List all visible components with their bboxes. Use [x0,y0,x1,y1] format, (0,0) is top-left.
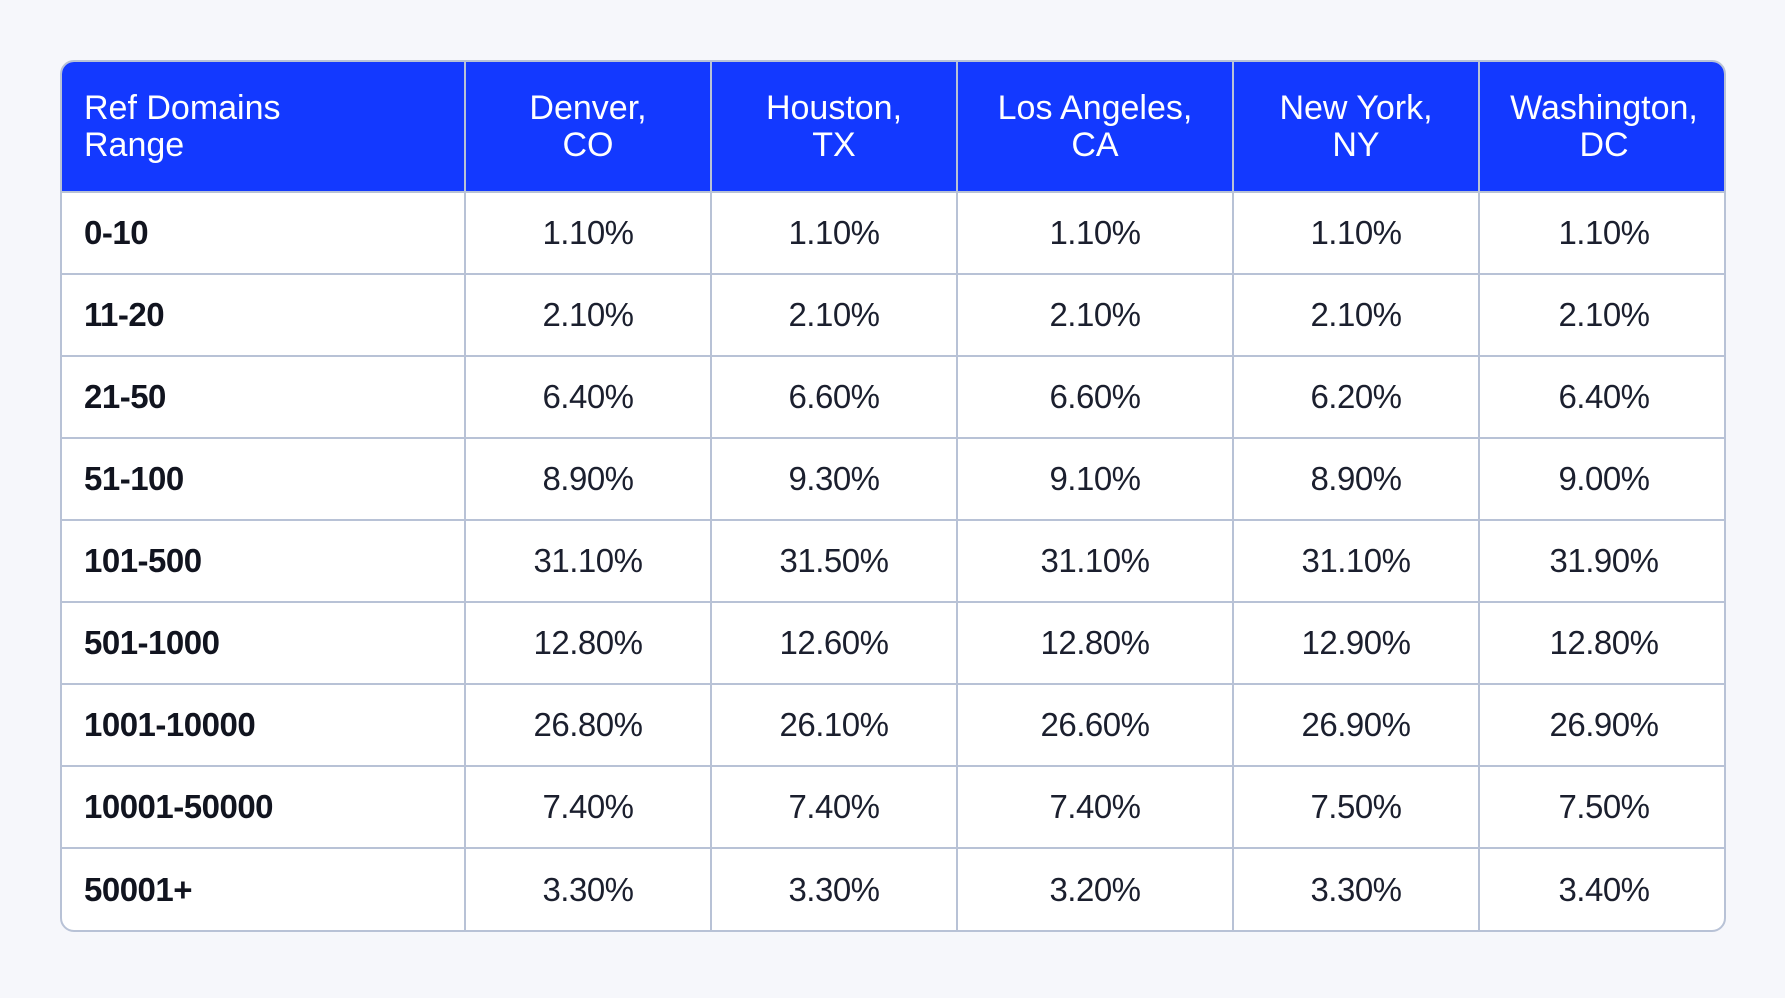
cell-houston: 26.10% [711,683,958,766]
cell-new-york: 8.90% [1233,437,1480,520]
table-row: 0-10 1.10% 1.10% 1.10% 1.10% 1.10% [62,191,1724,274]
cell-houston: 31.50% [711,519,958,602]
cell-range: 10001-50000 [62,765,466,848]
cell-range: 50001+ [62,847,466,930]
cell-houston: 9.30% [711,437,958,520]
cell-new-york: 1.10% [1233,191,1480,274]
header-line-1: Ref Domains [84,88,281,127]
cell-los-angeles: 12.80% [957,601,1234,684]
cell-los-angeles: 7.40% [957,765,1234,848]
cell-washington: 31.90% [1479,519,1724,602]
cell-new-york: 3.30% [1233,847,1480,930]
header-line-1: New York, [1279,88,1433,127]
cell-washington: 12.80% [1479,601,1724,684]
cell-denver: 31.10% [465,519,712,602]
cell-los-angeles: 3.20% [957,847,1234,930]
cell-los-angeles: 6.60% [957,355,1234,438]
table-row: 501-1000 12.80% 12.60% 12.80% 12.90% 12.80% [62,601,1724,684]
header-line-2: CA [1071,125,1119,164]
header-line-1: Denver, [529,88,647,127]
table-header: Ref Domains Range Denver, CO Houston, TX… [62,62,1724,192]
cell-range: 1001-10000 [62,683,466,766]
cell-washington: 9.00% [1479,437,1724,520]
cell-denver: 8.90% [465,437,712,520]
header-line-1: Los Angeles, [997,88,1193,127]
header-ref-domains-range: Ref Domains Range [62,62,466,192]
cell-los-angeles: 9.10% [957,437,1234,520]
header-line-2: DC [1579,125,1629,164]
cell-denver: 12.80% [465,601,712,684]
header-line-2: TX [812,125,856,164]
header-line-1: Washington, [1510,88,1698,127]
cell-los-angeles: 26.60% [957,683,1234,766]
cell-washington: 1.10% [1479,191,1724,274]
data-table-container: Ref Domains Range Denver, CO Houston, TX… [60,60,1726,932]
cell-houston: 6.60% [711,355,958,438]
cell-denver: 6.40% [465,355,712,438]
table-body: 0-10 1.10% 1.10% 1.10% 1.10% 1.10% 11-20 2.10% 2… [62,191,1724,930]
cell-washington: 2.10% [1479,273,1724,356]
cell-new-york: 31.10% [1233,519,1480,602]
cell-denver: 26.80% [465,683,712,766]
header-new-york: New York, NY [1233,62,1480,192]
header-denver: Denver, CO [465,62,712,192]
header-line-2: CO [562,125,614,164]
cell-range: 0-10 [62,191,466,274]
header-washington: Washington, DC [1479,62,1724,192]
cell-denver: 7.40% [465,765,712,848]
cell-houston: 2.10% [711,273,958,356]
table-row: 51-100 8.90% 9.30% 9.10% 8.90% 9.00% [62,437,1724,520]
cell-denver: 3.30% [465,847,712,930]
header-row: Ref Domains Range Denver, CO Houston, TX… [62,62,1724,192]
cell-houston: 12.60% [711,601,958,684]
cell-los-angeles: 1.10% [957,191,1234,274]
table-row: 10001-50000 7.40% 7.40% 7.40% 7.50% 7.50% [62,765,1724,848]
cell-new-york: 2.10% [1233,273,1480,356]
header-line-2: Range [84,125,185,164]
cell-houston: 3.30% [711,847,958,930]
header-los-angeles: Los Angeles, CA [957,62,1234,192]
header-line-1: Houston, [765,88,903,127]
cell-new-york: 6.20% [1233,355,1480,438]
table-row: 11-20 2.10% 2.10% 2.10% 2.10% 2.10% [62,273,1724,356]
header-houston: Houston, TX [711,62,958,192]
cell-range: 101-500 [62,519,466,602]
table-row: 50001+ 3.30% 3.30% 3.20% 3.30% 3.40% [62,847,1724,930]
cell-new-york: 7.50% [1233,765,1480,848]
table-row: 21-50 6.40% 6.60% 6.60% 6.20% 6.40% [62,355,1724,438]
cell-denver: 2.10% [465,273,712,356]
cell-washington: 7.50% [1479,765,1724,848]
cell-washington: 3.40% [1479,847,1724,930]
cell-range: 51-100 [62,437,466,520]
cell-washington: 6.40% [1479,355,1724,438]
cell-range: 11-20 [62,273,466,356]
ref-domains-table: Ref Domains Range Denver, CO Houston, TX… [62,62,1724,930]
cell-range: 21-50 [62,355,466,438]
cell-new-york: 26.90% [1233,683,1480,766]
cell-los-angeles: 2.10% [957,273,1234,356]
table-row: 101-500 31.10% 31.50% 31.10% 31.10% 31.90% [62,519,1724,602]
cell-new-york: 12.90% [1233,601,1480,684]
cell-denver: 1.10% [465,191,712,274]
table-row: 1001-10000 26.80% 26.10% 26.60% 26.90% 26.90% [62,683,1724,766]
cell-range: 501-1000 [62,601,466,684]
header-line-2: NY [1332,125,1380,164]
cell-houston: 1.10% [711,191,958,274]
cell-los-angeles: 31.10% [957,519,1234,602]
cell-washington: 26.90% [1479,683,1724,766]
cell-houston: 7.40% [711,765,958,848]
